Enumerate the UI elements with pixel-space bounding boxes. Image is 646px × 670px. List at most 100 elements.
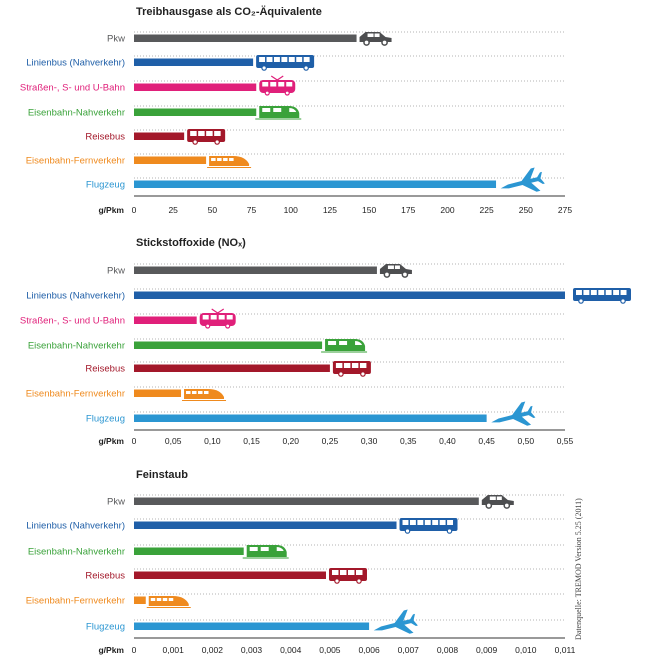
bar-row: Eisenbahn-Fernverkehr	[26, 386, 565, 401]
bus-icon	[399, 518, 458, 534]
tram-pantograph	[270, 75, 284, 81]
plane-shape	[373, 609, 418, 634]
ice-window	[186, 391, 191, 394]
bus-window	[288, 57, 295, 62]
bar	[134, 622, 370, 630]
bus-window	[613, 290, 620, 295]
train-window	[262, 108, 271, 112]
train-window	[289, 108, 297, 112]
bus-window	[303, 57, 310, 62]
train-icon	[255, 106, 302, 120]
bus-wheel	[578, 298, 584, 304]
ice-window	[156, 598, 162, 601]
tick-label: 0,011	[555, 645, 576, 655]
tick-label: 0,004	[280, 645, 302, 655]
category-label: Eisenbahn-Nahverkehr	[28, 341, 125, 352]
tick-label: 0,30	[361, 436, 378, 446]
bar-row: Eisenbahn-Nahverkehr	[28, 338, 565, 353]
tram-wheel	[264, 90, 270, 96]
bus-window	[273, 57, 280, 62]
chart-title: Stickstoffoxide (NOₓ)	[136, 237, 246, 249]
plane-shape	[491, 401, 536, 426]
ice-window	[168, 598, 174, 601]
bar	[134, 156, 207, 164]
chart-panel-1: Treibhausgase als CO₂-Äquivalente Pkw Lini…	[20, 5, 572, 215]
car-icon	[359, 32, 392, 46]
unit-label: g/Pkm	[98, 645, 124, 655]
chart-panel-2: Stickstoffoxide (NOₓ) Pkw Linienbus (Nahve…	[20, 237, 631, 446]
bus-window	[351, 363, 359, 368]
bus-window	[439, 520, 446, 525]
bus-window	[266, 57, 273, 62]
tram-window	[218, 315, 225, 320]
category-label: Eisenbahn-Fernverkehr	[26, 596, 125, 607]
tick-label: 250	[519, 205, 533, 215]
bar-row: Reisebus	[85, 361, 565, 377]
bus-window	[598, 290, 605, 295]
car-wheel	[383, 271, 391, 278]
bar-row: Flugzeug	[86, 167, 565, 192]
ice-window	[204, 391, 209, 394]
tick-label: 0,50	[518, 436, 535, 446]
bus-window	[402, 520, 409, 525]
bar	[134, 547, 244, 555]
category-label: Pkw	[107, 497, 125, 508]
category-label: Linienbus (Nahverkehr)	[26, 521, 125, 532]
highspeed-train-icon	[207, 156, 252, 168]
bus-window	[417, 520, 424, 525]
bar-row: Pkw	[107, 31, 565, 46]
category-label: Straßen-, S- und U-Bahn	[20, 83, 125, 94]
category-label: Eisenbahn-Nahverkehr	[28, 547, 125, 558]
bar-row: Pkw	[107, 263, 565, 278]
bus-wheel	[192, 139, 198, 145]
bus-window	[424, 520, 431, 525]
bus-window	[576, 290, 582, 295]
bar	[134, 414, 487, 422]
bus-wheel	[446, 528, 453, 534]
bus-wheel	[261, 65, 267, 71]
tick-label: 0,003	[241, 645, 263, 655]
category-label: Flugzeug	[86, 180, 125, 191]
tick-label: 0,20	[282, 436, 299, 446]
train-window	[249, 547, 258, 551]
tick-label: 175	[401, 205, 415, 215]
car-window	[367, 33, 374, 37]
bar	[134, 266, 377, 274]
bus-window	[281, 57, 288, 62]
ice-window	[162, 598, 168, 601]
category-label: Flugzeug	[86, 414, 125, 425]
bus-wheel	[303, 65, 309, 71]
train-window	[260, 547, 269, 551]
tick-label: 225	[480, 205, 494, 215]
bus-window	[347, 570, 355, 575]
plane-shape	[500, 167, 545, 192]
bar-row: Pkw	[107, 494, 565, 509]
category-label: Eisenbahn-Fernverkehr	[26, 389, 125, 400]
bar-row: Eisenbahn-Nahverkehr	[28, 544, 565, 559]
tick-label: 0	[132, 645, 137, 655]
bus-window	[605, 290, 612, 295]
tram-window	[278, 82, 285, 87]
tick-label: 200	[440, 205, 454, 215]
category-label: Pkw	[107, 266, 125, 277]
bus-window	[432, 520, 439, 525]
tick-label: 0,45	[478, 436, 495, 446]
tick-label: 0,10	[204, 436, 221, 446]
bar	[134, 108, 257, 116]
tick-label: 0,05	[165, 436, 182, 446]
tick-label: 0,15	[243, 436, 260, 446]
category-label: Reisebus	[85, 364, 125, 375]
tick-label: 0,005	[319, 645, 341, 655]
tick-label: 275	[558, 205, 572, 215]
bus-window	[206, 131, 213, 136]
car-window	[496, 496, 502, 500]
bar-row: Straßen-, S- und U-Bahn	[20, 75, 565, 96]
bar	[134, 341, 323, 349]
tram-wheel	[284, 90, 290, 96]
tick-label: 0	[132, 205, 137, 215]
tick-label: 50	[208, 205, 218, 215]
airplane-icon	[373, 609, 418, 634]
ice-window	[192, 391, 197, 394]
bar-row: Eisenbahn-Fernverkehr	[26, 153, 565, 168]
bar	[134, 364, 330, 372]
